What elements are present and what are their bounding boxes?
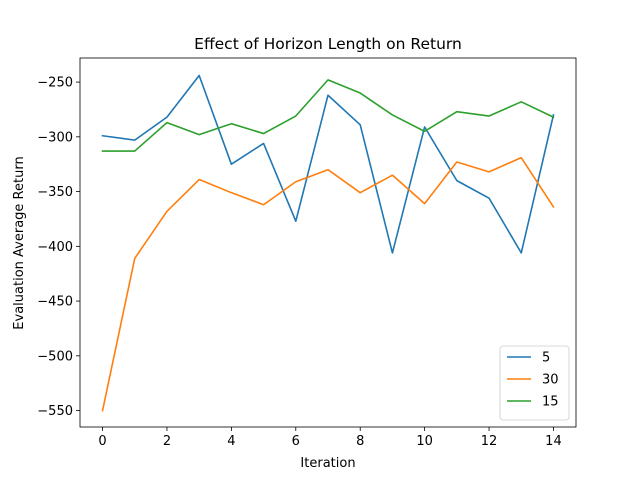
legend: 5 30 15 bbox=[499, 345, 570, 421]
series-line-15 bbox=[101, 79, 555, 152]
y-axis: −550 −500 −450 −400 −350 −300 −250 bbox=[37, 76, 80, 419]
x-tick-label: 14 bbox=[545, 434, 562, 449]
series-line-5 bbox=[101, 74, 555, 254]
y-tick-label: −300 bbox=[37, 130, 73, 145]
y-tick-label: −550 bbox=[37, 404, 73, 419]
x-tick-label: 8 bbox=[356, 434, 364, 449]
x-tick-label: 4 bbox=[227, 434, 235, 449]
x-tick-label: 0 bbox=[98, 434, 106, 449]
legend-label: 30 bbox=[542, 373, 559, 388]
x-tick-label: 2 bbox=[163, 434, 171, 449]
legend-label: 15 bbox=[542, 395, 559, 410]
chart-title: Effect of Horizon Length on Return bbox=[194, 35, 462, 53]
y-tick-label: −350 bbox=[37, 185, 73, 200]
plot-lines bbox=[101, 74, 555, 412]
y-tick-label: −500 bbox=[37, 349, 73, 364]
y-tick-label: −450 bbox=[37, 295, 73, 310]
y-axis-label: Evaluation Average Return bbox=[12, 156, 27, 329]
x-tick-label: 12 bbox=[481, 434, 498, 449]
x-tick-label: 10 bbox=[416, 434, 433, 449]
y-tick-label: −250 bbox=[37, 76, 73, 91]
x-axis-label: Iteration bbox=[300, 456, 355, 471]
legend-label: 5 bbox=[542, 351, 550, 366]
y-tick-label: −400 bbox=[37, 240, 73, 255]
x-axis: 0 2 4 6 8 10 12 14 bbox=[98, 427, 562, 449]
series-line-30 bbox=[101, 156, 555, 412]
plot-frame bbox=[79, 57, 577, 428]
x-tick-label: 6 bbox=[292, 434, 300, 449]
